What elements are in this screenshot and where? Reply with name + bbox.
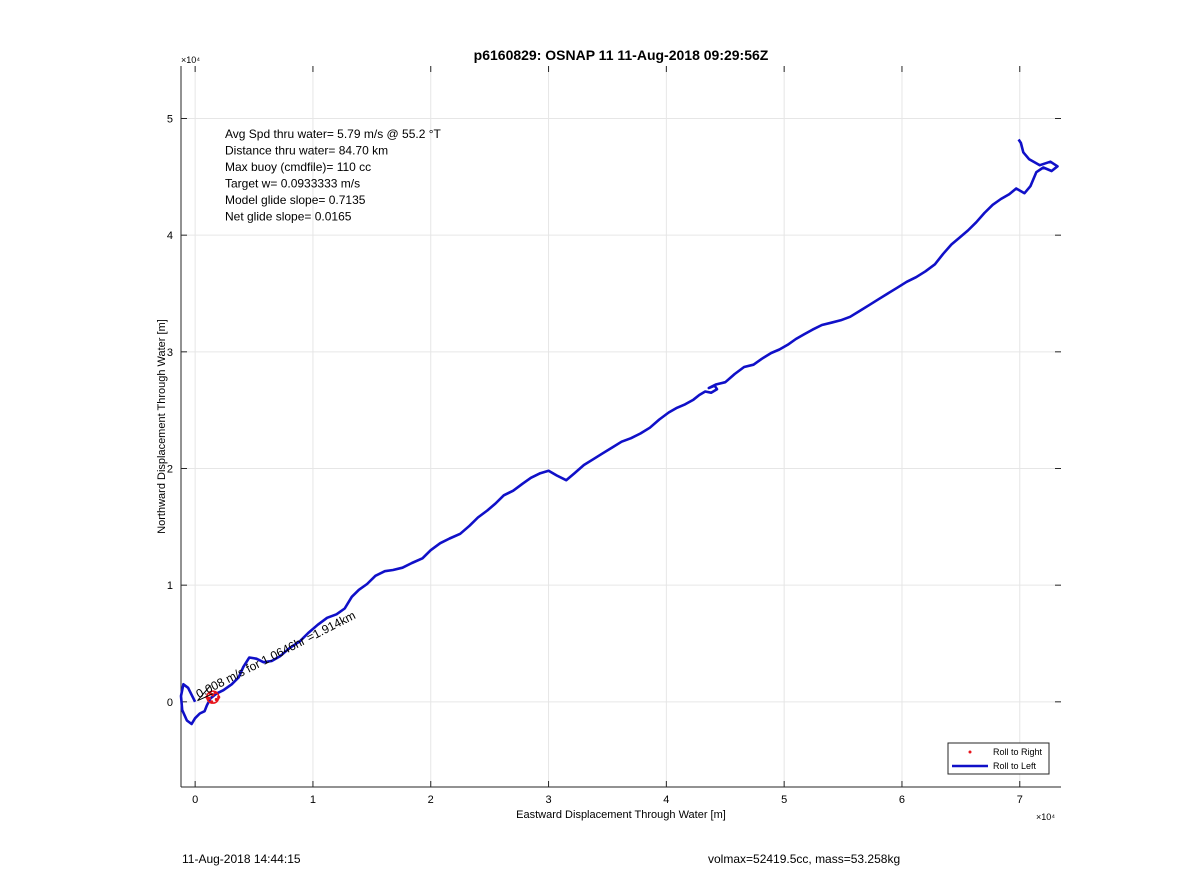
stats-annotation: Avg Spd thru water= 5.79 m/s @ 55.2 °T xyxy=(225,127,442,141)
footer-mass-info: volmax=52419.5cc, mass=53.258kg xyxy=(708,852,901,866)
footer-timestamp: 11-Aug-2018 14:44:15 xyxy=(182,852,301,866)
chart-title: p6160829: OSNAP 11 11-Aug-2018 09:29:56Z xyxy=(474,47,769,63)
y-tick-label: 2 xyxy=(167,464,173,476)
legend-label-roll-right: Roll to Right xyxy=(993,747,1043,757)
roll-to-left-line xyxy=(179,138,1059,726)
stats-annotation: Distance thru water= 84.70 km xyxy=(225,144,388,158)
x-tick-label: 1 xyxy=(310,794,316,806)
stats-annotation: Target w= 0.0933333 m/s xyxy=(225,177,360,191)
legend-marker-roll-right xyxy=(968,750,972,754)
legend-box xyxy=(947,742,1050,775)
y-tick-label: 4 xyxy=(167,230,173,242)
x-tick-label: 3 xyxy=(545,794,551,806)
x-tick-label: 6 xyxy=(899,794,905,806)
stats-annotation: Max buoy (cmdfile)= 110 cc xyxy=(225,160,371,174)
x-tick-label: 7 xyxy=(1017,794,1023,806)
y-tick-label: 1 xyxy=(167,580,173,592)
y-tick-label: 3 xyxy=(167,347,173,359)
x-exponent-label: ×10⁴ xyxy=(1036,812,1055,822)
x-tick-label: 4 xyxy=(663,794,669,806)
origin-arrow xyxy=(197,685,214,702)
stats-annotation: Net glide slope= 0.0165 xyxy=(225,210,352,224)
stats-annotation: Model glide slope= 0.7135 xyxy=(225,193,366,207)
y-tick-label: 5 xyxy=(167,114,173,126)
plot-area xyxy=(181,66,1061,787)
x-axis-label: Eastward Displacement Through Water [m] xyxy=(516,809,726,821)
legend-label-roll-left: Roll to Left xyxy=(993,761,1037,771)
y-axis-label: Northward Displacement Through Water [m] xyxy=(156,319,168,534)
x-tick-label: 0 xyxy=(192,794,198,806)
y-tick-label: 0 xyxy=(167,697,173,709)
roll-to-right-loop xyxy=(206,690,220,704)
x-tick-label: 5 xyxy=(781,794,787,806)
y-exponent-label: ×10⁴ xyxy=(181,55,200,65)
x-tick-label: 2 xyxy=(428,794,434,806)
